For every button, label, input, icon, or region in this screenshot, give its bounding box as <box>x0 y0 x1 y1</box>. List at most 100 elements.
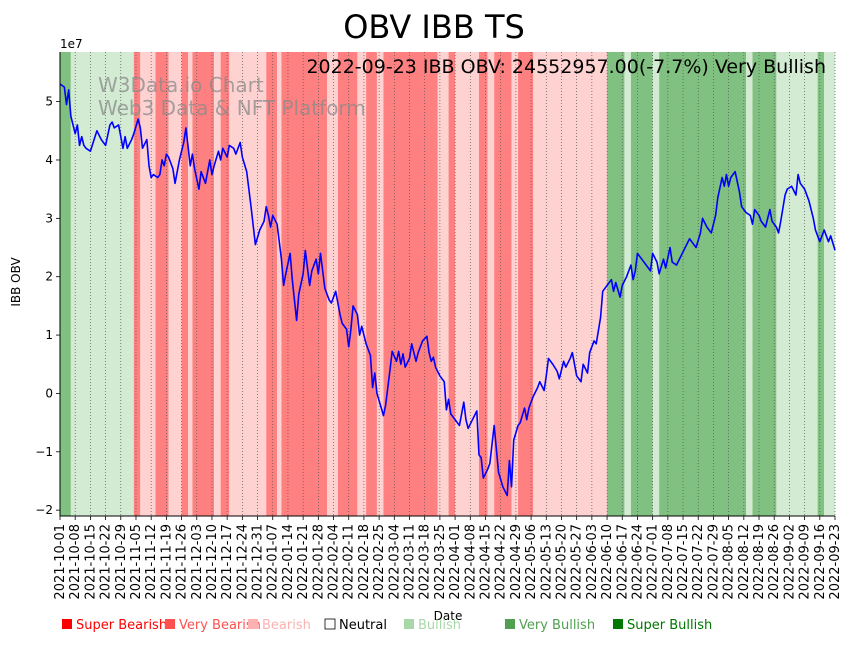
band-bearish <box>357 52 367 516</box>
watermark-line-1: W3Data.io Chart <box>98 73 264 97</box>
x-tick-label: 2021-10-01 <box>53 524 68 600</box>
band-very-bearish <box>181 52 189 516</box>
x-tick-label: 2022-05-20 <box>554 524 569 600</box>
obv-series-line <box>59 83 836 497</box>
y-tick-label: 4 <box>45 153 53 167</box>
x-tick-label: 2021-11-26 <box>175 524 190 600</box>
band-bearish <box>376 52 384 516</box>
band-bullish <box>824 52 835 516</box>
band-bullish <box>652 52 660 516</box>
x-tick-label: 2022-01-28 <box>311 524 326 600</box>
axes-frame <box>59 52 835 517</box>
legend-swatch-bullish <box>404 619 414 629</box>
y-tick-label: 5 <box>45 95 53 109</box>
legend-swatch-very-bearish <box>165 619 175 629</box>
band-bearish <box>140 52 156 516</box>
band-bearish <box>533 52 608 516</box>
x-tick-label: 2022-03-11 <box>403 524 418 600</box>
x-tick-label: 2022-01-21 <box>296 524 311 600</box>
x-tick-label: 2022-03-04 <box>387 524 402 600</box>
x-tick-label: 2022-02-18 <box>357 524 372 600</box>
x-tick-label: 2022-01-07 <box>266 524 281 600</box>
legend-label-bearish: Bearish <box>262 618 311 633</box>
x-tick-label: 2022-05-27 <box>570 524 585 600</box>
x-tick-label: 2022-09-09 <box>798 524 813 600</box>
band-very-bearish <box>133 52 141 516</box>
band-bullish <box>745 52 753 516</box>
band-very-bearish <box>155 52 169 516</box>
x-tick-label: 2022-04-08 <box>463 524 478 600</box>
band-bearish <box>511 52 519 516</box>
legend-label-super-bearish: Super Bearish <box>76 618 167 633</box>
x-tick-layer: 2021-10-01 2021-10-08 2021-10-15 2021-10-22… <box>53 516 843 600</box>
x-tick-label: 2022-08-19 <box>752 524 767 600</box>
x-tick-label: 2021-11-12 <box>144 524 159 600</box>
y-exponent-label: 1e7 <box>60 37 83 51</box>
x-tick-label: 2021-12-24 <box>235 524 250 600</box>
band-very-bearish <box>266 52 278 516</box>
x-tick-label: 2022-07-29 <box>706 524 721 600</box>
x-tick-label: 2022-03-18 <box>418 524 433 600</box>
band-very-bearish <box>366 52 377 516</box>
band-very-bearish <box>478 52 488 516</box>
x-tick-label: 2022-06-10 <box>600 524 615 600</box>
x-tick-label: 2022-03-25 <box>433 524 448 600</box>
legend: Super Bearish Very Bearish Bearish Neutral B… <box>62 618 712 633</box>
x-tick-label: 2022-06-03 <box>585 524 600 600</box>
band-bearish <box>188 52 193 516</box>
watermark-line-2: Web3 Data & NFT Platform <box>98 96 366 120</box>
x-tick-label: 2021-11-05 <box>129 524 144 600</box>
watermark: W3Data.io Chart Web3 Data & NFT Platform <box>98 73 366 120</box>
legend-label-neutral: Neutral <box>339 618 387 633</box>
band-bearish <box>229 52 267 516</box>
legend-label-very-bullish: Very Bullish <box>519 618 595 633</box>
band-bearish <box>214 52 221 516</box>
legend-swatch-neutral <box>324 618 336 630</box>
background-bands-layer <box>60 52 835 516</box>
x-tick-label: 2022-02-25 <box>372 524 387 600</box>
x-tick-label: 2021-12-17 <box>220 524 235 600</box>
band-very-bearish <box>494 52 512 516</box>
x-tick-label: 2021-12-31 <box>251 524 266 600</box>
y-tick-label: 3 <box>45 211 53 225</box>
chart-annotation: 2022-09-23 IBB OBV: 24552957.00(-7.7%) V… <box>306 56 826 78</box>
band-very-bullish <box>752 52 777 516</box>
x-tick-label: 2022-07-01 <box>646 524 661 600</box>
legend-swatch-super-bullish <box>613 619 623 629</box>
band-very-bearish <box>383 52 438 516</box>
x-tick-label: 2022-07-22 <box>691 524 706 600</box>
x-tick-label: 2021-10-08 <box>68 524 83 600</box>
x-tick-label: 2022-08-12 <box>737 524 752 600</box>
band-very-bullish <box>659 52 746 516</box>
legend-label-super-bullish: Super Bullish <box>627 618 712 633</box>
band-very-bearish <box>337 52 358 516</box>
y-tick-label: 2 <box>45 270 53 284</box>
band-bearish <box>455 52 479 516</box>
band-bullish <box>776 52 818 516</box>
band-very-bullish <box>60 52 71 516</box>
x-tick-label: 2022-02-04 <box>327 524 342 600</box>
x-tick-label: 2022-04-15 <box>478 524 493 600</box>
chart-title: OBV IBB TS <box>343 8 525 46</box>
x-tick-label: 2021-10-29 <box>114 524 129 600</box>
x-axis-label: Date <box>434 609 463 623</box>
band-very-bearish <box>220 52 230 516</box>
x-tick-label: 2022-01-14 <box>281 524 296 600</box>
y-tick-label: 0 <box>45 386 53 400</box>
x-tick-label: 2021-11-19 <box>159 524 174 600</box>
x-tick-label: 2021-12-03 <box>190 524 205 600</box>
band-bearish <box>168 52 182 516</box>
x-tick-label: 2022-04-22 <box>494 524 509 600</box>
x-tick-label: 2022-05-06 <box>524 524 539 600</box>
x-tick-label: 2022-04-01 <box>448 524 463 600</box>
y-tick-label: −1 <box>35 445 53 459</box>
x-tick-label: 2022-05-13 <box>539 524 554 600</box>
y-axis-label: IBB OBV <box>9 257 23 307</box>
legend-swatch-super-bearish <box>62 619 72 629</box>
x-tick-label: 2021-10-22 <box>99 524 114 600</box>
band-very-bearish <box>518 52 534 516</box>
x-tick-label: 2022-06-17 <box>615 524 630 600</box>
band-bearish <box>487 52 495 516</box>
x-tick-label: 2022-08-05 <box>722 524 737 600</box>
